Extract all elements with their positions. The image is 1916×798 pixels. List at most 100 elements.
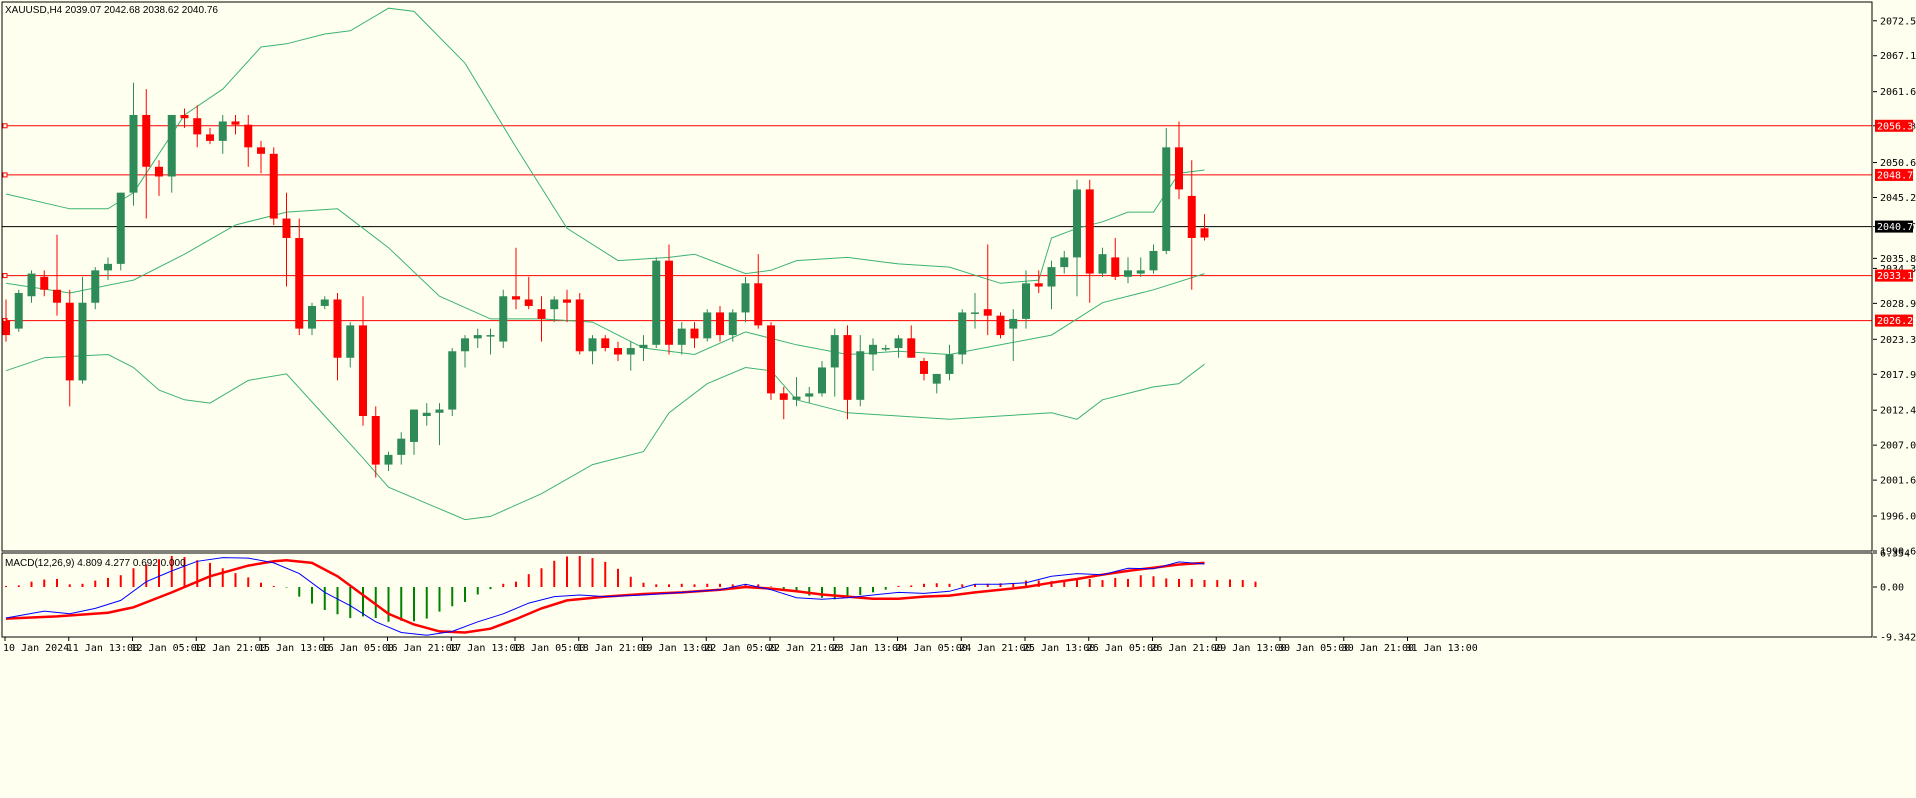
candle-body-bull [410,409,418,442]
candle-body-bear [779,393,788,400]
candle-body-bull [1098,254,1107,274]
candle-body-bull [448,351,457,410]
price-panel-frame [1,1,1873,552]
candle-body-bear [920,360,928,374]
level-price-tag [1875,119,1913,132]
price-panel[interactable] [2,7,1872,521]
candle-body-bear [359,325,367,417]
candle-body-bear [269,153,278,219]
candle-body-bear [754,283,763,326]
candle-body-bull [384,454,393,465]
macd-y-tick-label: 6.354 [1880,549,1910,560]
candle-body-bear [524,299,533,306]
candle-body-bull [932,373,941,384]
y-tick-label: 2045.25 [1880,193,1916,204]
level-anchor-handle [2,172,8,178]
current-price-tag [1875,220,1913,233]
x-tick-label: 30 Jan 05:00 [1278,643,1350,654]
candle-body-bear [690,328,699,339]
x-tick-label: 22 Jan 21:00 [768,643,840,654]
candle-body-bull [486,335,495,337]
candle-body-bear [716,312,724,336]
candle-body-bear [257,147,265,154]
x-tick-label: 29 Jan 13:00 [1214,643,1286,654]
y-tick-label: 1996.05 [1880,512,1916,523]
candle-body-bear [1187,195,1196,238]
candle-body-bull [550,299,559,310]
x-tick-label: 30 Jan 21:00 [1342,643,1414,654]
candle-body-bear [2,320,10,336]
candle-body-bear [1175,147,1183,190]
y-tick-label: 2061.60 [1880,87,1916,98]
level-anchor-handle [2,123,8,129]
x-tick-label: 26 Jan 05:00 [1087,643,1159,654]
candle-body-bear [665,260,673,345]
x-tick-label: 16 Jan 05:00 [322,643,394,654]
level-price-tag [1875,314,1913,327]
candle-body-bear [65,302,74,381]
candle-body-bull [626,348,635,355]
candle-body-bull [346,325,355,358]
candle-body-bear [1111,257,1120,277]
candle-body-bull [881,348,890,350]
candle-body-bull [104,263,112,271]
macd-y-tick-label: 0.00 [1880,583,1904,594]
level-anchor-handle [2,273,8,279]
candle-body-bull [830,335,839,368]
macd-line [5,557,1205,636]
level-price-label: 2026.24 [1877,316,1916,327]
x-tick-label: 24 Jan 21:00 [959,643,1031,654]
candle-body-bear [537,309,546,319]
candle-body-bear [53,289,61,303]
candle-body-bull [639,344,648,349]
x-tick-label: 10 Jan 2024 [3,643,69,654]
x-tick-label: 26 Jan 21:00 [1151,643,1223,654]
candle-body-bull [1149,250,1158,271]
candle-body-bull [1009,318,1018,329]
candle-body-bear [333,299,342,358]
candle-body-bull [435,409,444,413]
macd-panel[interactable] [5,555,1257,636]
candle-body-bull [869,344,877,355]
candle-body-bear [371,416,380,465]
candle-body-bear [1200,228,1209,238]
candle-body-bull [1022,283,1030,319]
candle-body-bull [1136,270,1145,274]
x-tick-label: 19 Jan 13:00 [641,643,713,654]
candle-body-bear [193,118,202,135]
candle-body-bull [1073,189,1081,258]
candle-body-bull [677,328,686,345]
candle-body-bear [907,338,916,358]
candle-body-bear [983,309,992,316]
current-price-label: 2040.76 [1877,222,1916,233]
candle-body-bear [282,218,291,238]
candle-body-bull [91,270,100,303]
macd-panel-frame [1,552,1873,638]
y-tick-label: 2028.90 [1880,299,1916,310]
x-tick-label: 11 Jan 13:00 [67,643,139,654]
candle-body-bear [155,166,163,177]
candle-body-bear [231,121,240,125]
candle-body-bull [818,367,826,394]
candle-body-bear [142,114,151,167]
candle-body-bull [652,260,661,345]
candle-body-bull [805,393,814,397]
x-tick-label: 15 Jan 13:00 [258,643,330,654]
candle-body-bear [244,124,253,148]
candle-body-bull [894,338,903,349]
x-tick-label: 23 Jan 13:00 [832,643,904,654]
y-tick-label: 2050.65 [1880,158,1916,169]
macd-header: MACD(12,26,9) 4.809 4.277 0.692 0.000 [5,558,186,569]
level-price-label: 2048.74 [1877,170,1916,181]
candle-body-bear [295,237,304,329]
candle-body-bull [499,296,508,342]
candle-body-bull [945,354,954,374]
candle-body-bear [1034,283,1043,287]
candle-body-bear [40,276,49,290]
candle-body-bear [206,134,214,141]
candle-body-bull [971,312,979,314]
candle-body-bull [218,121,227,141]
candle-body-bull [27,273,36,297]
